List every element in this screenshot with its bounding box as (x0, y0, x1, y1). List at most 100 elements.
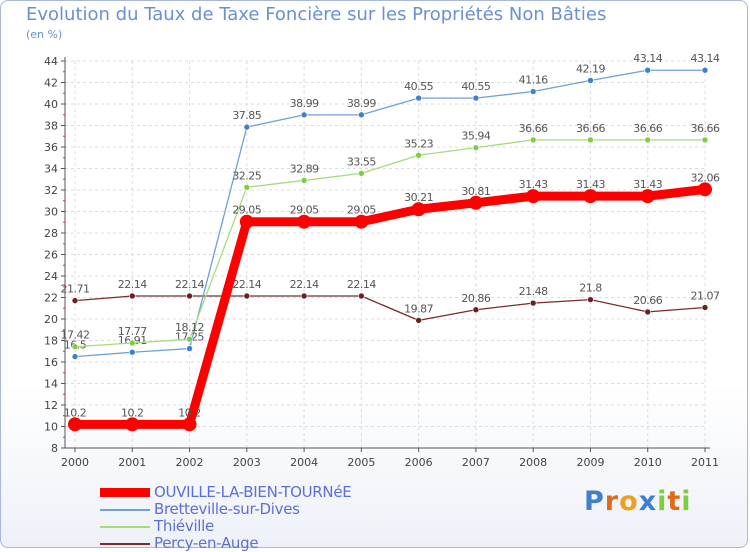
x-tick-label: 2004 (290, 456, 318, 469)
legend-swatch (100, 509, 150, 511)
data-label: 32.25 (232, 169, 261, 182)
data-point (300, 292, 308, 300)
data-label: 36.66 (691, 122, 720, 135)
logo-letter: P (584, 486, 605, 517)
data-label: 22.14 (175, 278, 204, 291)
data-point (415, 94, 422, 102)
series-line (74, 139, 706, 348)
data-label: 20.86 (461, 292, 490, 305)
data-label: 21.71 (61, 283, 90, 296)
data-point (71, 343, 79, 351)
data-point (186, 335, 193, 343)
data-point (644, 136, 652, 144)
data-point (415, 317, 422, 324)
data-point (698, 182, 712, 197)
y-tick-label: 8 (51, 442, 58, 455)
data-point (182, 417, 197, 432)
x-tick-label: 2002 (176, 456, 204, 469)
data-label: 31.43 (519, 178, 548, 191)
legend: OUVILLE-LA-BIEN-TOURNéE Bretteville-sur-… (100, 483, 420, 552)
legend-label: OUVILLE-LA-BIEN-TOURNéE (154, 483, 352, 501)
x-tick-label: 2003 (233, 456, 261, 469)
series-line (70, 184, 710, 429)
data-label: 20.66 (633, 294, 662, 307)
legend-item-ouville[interactable]: OUVILLE-LA-BIEN-TOURNéE (100, 483, 420, 501)
y-tick-label: 30 (44, 206, 58, 219)
data-label: 17.42 (61, 329, 90, 342)
data-point (128, 339, 136, 347)
legend-label: Bretteville-sur-Dives (154, 500, 300, 518)
data-point (526, 189, 541, 204)
data-point (415, 151, 422, 159)
legend-label: Percy-en-Auge (154, 534, 259, 552)
data-label: 32.06 (691, 171, 720, 184)
logo-letter: o (619, 486, 639, 517)
data-point (468, 195, 483, 210)
data-point (358, 170, 365, 177)
data-point (701, 304, 709, 311)
data-label: 40.55 (404, 80, 433, 93)
data-point (243, 292, 251, 300)
y-tick-label: 16 (44, 356, 58, 369)
legend-label: Thiéville (154, 517, 214, 535)
data-label: 43.14 (633, 52, 662, 65)
legend-item-percy[interactable]: Percy-en-Auge (100, 534, 420, 552)
data-point (701, 136, 709, 144)
data-point (358, 292, 365, 300)
legend-swatch (100, 526, 150, 528)
data-label: 21.8 (579, 282, 602, 295)
y-tick-label: 18 (44, 335, 58, 348)
data-point (472, 306, 480, 314)
y-tick-label: 14 (44, 378, 58, 391)
logo-letter: i (681, 486, 692, 517)
y-tick-label: 10 (44, 421, 58, 434)
y-tick-label: 26 (44, 249, 58, 262)
data-label: 19.87 (404, 302, 433, 315)
data-label: 22.14 (232, 278, 261, 291)
data-point (186, 292, 193, 300)
x-tick-label: 2006 (405, 456, 433, 469)
chart-unit-label: (en %) (26, 28, 63, 41)
logo-letter: x (638, 486, 658, 517)
y-tick-label: 34 (44, 163, 58, 176)
y-tick-label: 36 (44, 141, 58, 154)
data-label: 29.05 (232, 204, 261, 217)
legend-item-bretteville[interactable]: Bretteville-sur-Dives (100, 500, 420, 518)
data-point (71, 297, 79, 304)
data-point (358, 111, 365, 119)
data-label: 18.12 (175, 321, 204, 334)
data-label: 22.14 (347, 278, 376, 291)
data-label: 22.14 (118, 278, 147, 291)
logo-letter: t (667, 486, 682, 517)
data-label: 36.66 (519, 122, 548, 135)
y-tick-label: 40 (44, 98, 58, 111)
data-point (701, 66, 709, 74)
y-tick-label: 38 (44, 120, 58, 133)
series-line (74, 69, 706, 358)
data-label: 41.16 (519, 74, 548, 87)
data-point (644, 66, 652, 74)
data-label: 38.99 (347, 97, 376, 110)
chart-title: Evolution du Taux de Taxe Foncière sur l… (26, 4, 607, 25)
data-point (472, 144, 480, 151)
x-tick-label: 2001 (118, 456, 146, 469)
y-tick-label: 42 (44, 77, 58, 90)
y-tick-label: 12 (44, 399, 58, 412)
data-point (186, 345, 193, 352)
data-point (71, 353, 79, 360)
data-label: 36.66 (576, 122, 605, 135)
data-label: 30.21 (404, 191, 433, 204)
data-point (644, 308, 652, 316)
data-point (300, 177, 308, 184)
legend-item-thieville[interactable]: Thiéville (100, 517, 420, 535)
x-tick-label: 2005 (347, 456, 375, 469)
data-point (68, 417, 82, 432)
data-point (529, 88, 537, 95)
data-label: 32.89 (290, 162, 319, 175)
y-tick-label: 20 (44, 313, 58, 326)
data-point (297, 214, 312, 229)
data-point (529, 136, 537, 144)
x-tick-label: 2010 (634, 456, 662, 469)
legend-swatch (100, 543, 150, 545)
